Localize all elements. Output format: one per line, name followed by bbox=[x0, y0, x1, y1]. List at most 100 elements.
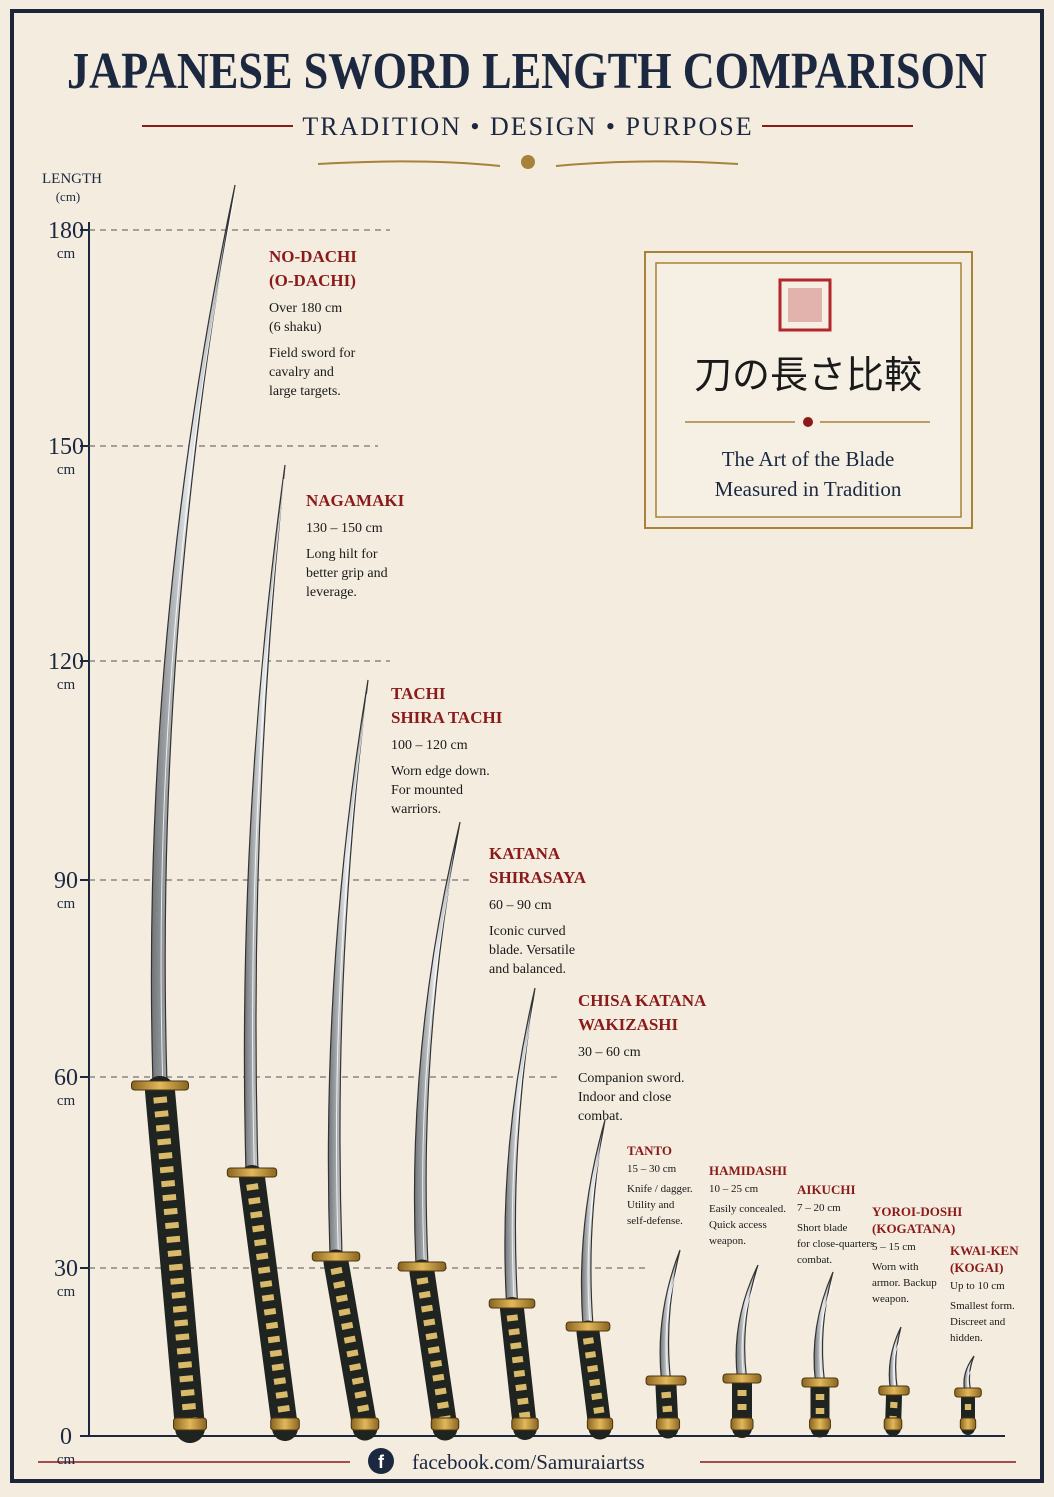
sword-illustration bbox=[722, 1264, 762, 1438]
kashira bbox=[730, 1417, 754, 1431]
sword-range: Up to 10 cm bbox=[950, 1280, 1005, 1292]
tick-unit: cm bbox=[57, 462, 76, 478]
kashira bbox=[173, 1417, 207, 1431]
sword-range: 30 – 60 cm bbox=[578, 1045, 641, 1060]
japanese-title: 刀の長さ比較 bbox=[694, 353, 922, 397]
tsuba bbox=[131, 1080, 189, 1091]
sword-description: weapon. bbox=[872, 1293, 909, 1305]
panel bbox=[644, 251, 973, 529]
tsuba bbox=[226, 1167, 278, 1178]
hamon bbox=[511, 1001, 535, 1304]
sword-name: HAMIDASHI bbox=[709, 1163, 787, 1178]
sword-illustration bbox=[645, 1249, 687, 1439]
hamon bbox=[587, 1133, 605, 1327]
tick-label: 150 bbox=[48, 434, 84, 460]
sword-name: SHIRASAYA bbox=[489, 868, 587, 887]
handle-wrap bbox=[153, 1096, 197, 1419]
handle-wrap bbox=[889, 1401, 898, 1419]
sword-name: KATANA bbox=[489, 844, 561, 863]
kashira bbox=[430, 1417, 460, 1431]
sword-description: Easily concealed. bbox=[709, 1203, 786, 1215]
sword-range: 100 – 120 cm bbox=[391, 738, 468, 753]
tick-unit: cm bbox=[57, 677, 76, 693]
sword-description: warriors. bbox=[391, 802, 441, 817]
sword-range: 7 – 20 cm bbox=[797, 1202, 841, 1214]
footer-link: facebook.com/Samuraiartss bbox=[412, 1450, 645, 1474]
hamon bbox=[422, 835, 460, 1267]
kashira bbox=[883, 1417, 903, 1431]
sword-description: weapon. bbox=[709, 1235, 746, 1247]
frame bbox=[10, 9, 1044, 1483]
sword-name: (O-DACHI) bbox=[269, 271, 356, 290]
tsuba bbox=[397, 1261, 447, 1272]
tick-unit: cm bbox=[57, 246, 76, 262]
tick-unit: cm bbox=[57, 1093, 76, 1109]
sword-name: KWAI-KEN bbox=[950, 1243, 1019, 1258]
ornament bbox=[317, 160, 739, 167]
handle-wrap bbox=[416, 1277, 451, 1419]
sword-description: self-defense. bbox=[627, 1215, 683, 1227]
handle-wrap bbox=[246, 1183, 291, 1419]
kashira bbox=[350, 1417, 380, 1431]
sword-description: Short blade bbox=[797, 1222, 848, 1234]
tsuba bbox=[878, 1385, 910, 1396]
sword-description: and balanced. bbox=[489, 962, 566, 977]
axis-unit: (cm) bbox=[56, 189, 81, 204]
hamon bbox=[665, 1263, 680, 1381]
sword-illustration bbox=[131, 184, 236, 1443]
tick-label: 180 bbox=[48, 218, 84, 244]
sword-description: large targets. bbox=[269, 384, 341, 399]
sword-description: For mounted bbox=[391, 783, 463, 798]
tick-label: 90 bbox=[54, 868, 78, 894]
hamon bbox=[160, 198, 235, 1086]
kashira bbox=[511, 1417, 539, 1431]
facebook-icon: f bbox=[378, 1452, 385, 1472]
blade bbox=[243, 464, 286, 1173]
sword-range: 60 – 90 cm bbox=[489, 898, 552, 913]
kashira bbox=[270, 1417, 300, 1431]
sword-illustration bbox=[488, 987, 539, 1440]
blade bbox=[813, 1271, 834, 1383]
tsuba bbox=[954, 1387, 982, 1398]
handle bbox=[239, 1165, 298, 1441]
sword-name: TACHI bbox=[391, 684, 446, 703]
sword-description: Companion sword. bbox=[578, 1071, 685, 1086]
sword-illustration bbox=[311, 679, 380, 1441]
blade bbox=[888, 1326, 902, 1391]
sword-description: Worn edge down. bbox=[391, 764, 490, 779]
sword-name: TANTO bbox=[627, 1143, 672, 1158]
sword-name: CHISA KATANA bbox=[578, 991, 707, 1010]
tsuba bbox=[565, 1321, 611, 1332]
sword-description: hidden. bbox=[950, 1332, 983, 1344]
ornament bbox=[521, 155, 535, 169]
tick-label: 0 bbox=[60, 1424, 72, 1450]
tick-unit: cm bbox=[57, 1452, 76, 1468]
sword-description: Indoor and close bbox=[578, 1090, 671, 1105]
sword-illustration bbox=[397, 821, 461, 1441]
sword-illustration bbox=[801, 1271, 839, 1438]
blade bbox=[413, 821, 461, 1267]
handle bbox=[500, 1297, 537, 1440]
axis-title: LENGTH bbox=[42, 171, 102, 187]
tick-label: 120 bbox=[48, 649, 84, 675]
sword-description: armor. Backup bbox=[872, 1277, 937, 1289]
sword-description: Field sword for bbox=[269, 346, 356, 361]
kashira bbox=[809, 1417, 831, 1431]
tsuba bbox=[722, 1373, 762, 1384]
sword-description: Iconic curved bbox=[489, 924, 566, 939]
hamon bbox=[819, 1285, 833, 1383]
title: JAPANESE SWORD LENGTH COMPARISON bbox=[67, 43, 987, 100]
handle-wrap bbox=[506, 1314, 531, 1419]
panel-caption: The Art of the Blade bbox=[722, 447, 895, 471]
sword-illustration bbox=[878, 1326, 910, 1436]
tick-label: 30 bbox=[54, 1256, 78, 1282]
sword-name: AIKUCHI bbox=[797, 1182, 856, 1197]
kashira bbox=[655, 1417, 681, 1431]
sword-description: Smallest form. bbox=[950, 1300, 1015, 1312]
tick-unit: cm bbox=[57, 896, 76, 912]
hamon bbox=[252, 478, 285, 1173]
sword-range: 15 – 30 cm bbox=[627, 1163, 677, 1175]
sword-description: better grip and bbox=[306, 566, 388, 581]
handle bbox=[323, 1249, 378, 1441]
